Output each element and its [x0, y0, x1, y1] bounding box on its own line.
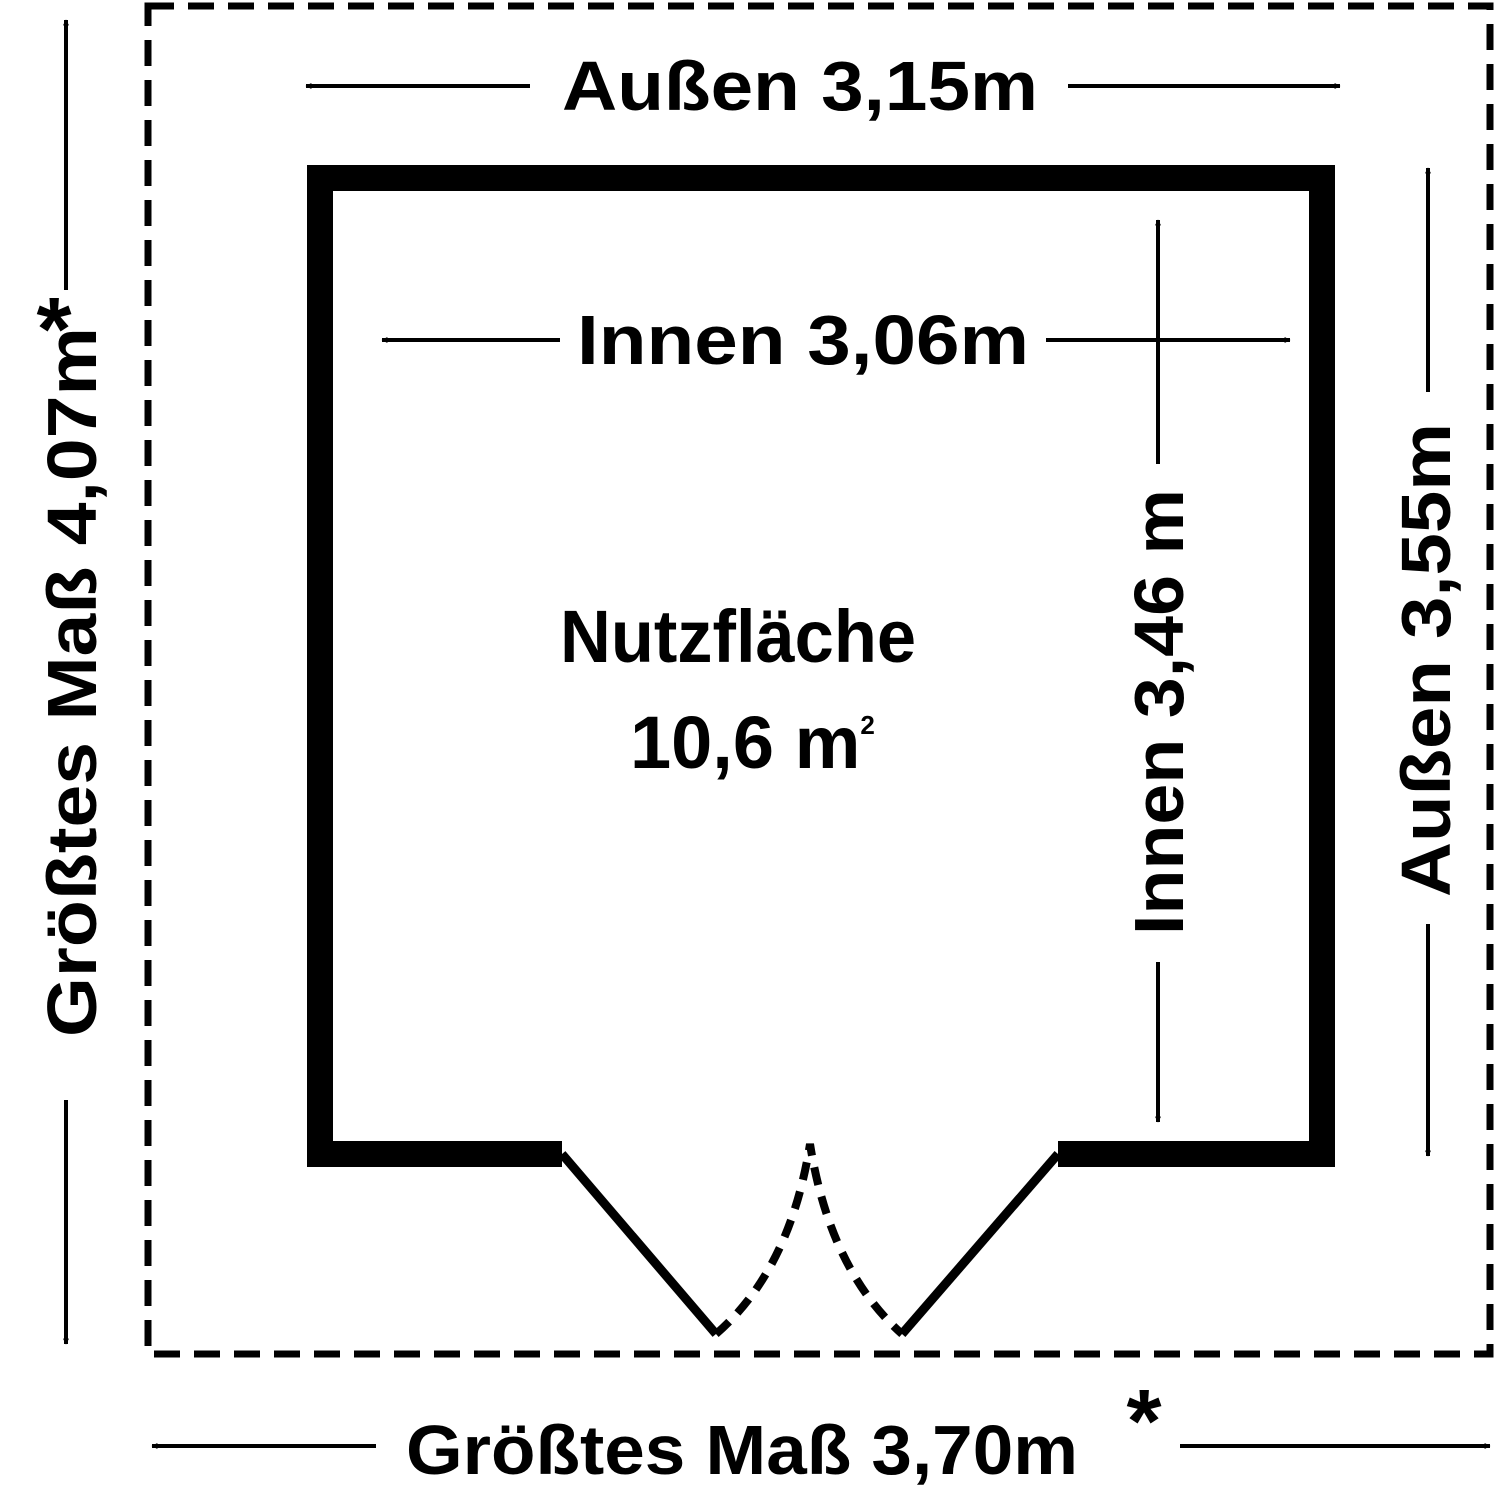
max-width-value: 3,70	[871, 1411, 1013, 1489]
inner-depth-value: 3,46	[1120, 575, 1198, 718]
inner-width-value: 3,06	[807, 301, 959, 379]
outer-depth-unit: m	[1387, 423, 1465, 491]
inner-depth-unit: m	[1120, 489, 1198, 554]
inner-width-label: Innen 3,06 m	[577, 301, 1029, 379]
outer-depth-prefix: Außen	[1387, 660, 1465, 897]
usable-area-unit: m	[795, 701, 861, 784]
usable-area-exponent: 2	[860, 710, 874, 740]
inner-depth-prefix: Innen	[1120, 739, 1198, 935]
outer-width-prefix: Außen	[562, 47, 800, 125]
outer-depth-label: Außen 3,55m	[1387, 423, 1465, 897]
max-width-asterisk: *	[1126, 1372, 1161, 1472]
inner-width-prefix: Innen	[577, 301, 786, 379]
max-depth-prefix: Größtes Maß	[33, 567, 111, 1037]
max-width-unit: m	[1013, 1411, 1078, 1489]
max-depth-label: Größtes Maß 4,07m	[33, 327, 111, 1037]
max-boundary-dashed	[144, 2, 1494, 1358]
outer-depth-value: 3,55	[1387, 491, 1465, 639]
outer-width-value: 3,15	[821, 47, 970, 125]
building-outline	[307, 165, 1335, 1167]
max-width-label: Größtes Maß 3,70m	[406, 1411, 1078, 1489]
max-depth-value: 4,07	[33, 395, 111, 545]
outer-width-unit: m	[970, 47, 1038, 125]
door-swing-dashed	[713, 1143, 905, 1338]
max-depth-asterisk: *	[36, 280, 71, 380]
usable-area-value: 10,6	[630, 701, 774, 784]
inner-depth-label: Innen 3,46 m	[1120, 489, 1198, 935]
inner-width-unit: m	[959, 301, 1029, 379]
front-wall-left	[558, 1151, 720, 1337]
front-wall-right	[898, 1151, 1062, 1337]
max-width-prefix: Größtes Maß	[406, 1411, 851, 1489]
usable-area-title: Nutzfläche	[560, 595, 916, 678]
usable-area-value-line: 10,6 m2	[630, 701, 875, 784]
outer-width-label: Außen 3,15 m	[562, 47, 1038, 125]
max-depth-unit: m	[33, 327, 111, 395]
